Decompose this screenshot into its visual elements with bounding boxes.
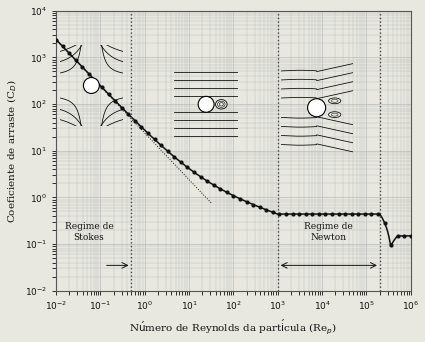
Point: [243, 199, 250, 205]
Point: [329, 211, 335, 217]
Point: [269, 210, 276, 215]
X-axis label: N$\acute{\rm u}$mero de Reynolds da part$\acute{\rm i}$cula (Re$_p$): N$\acute{\rm u}$mero de Reynolds da part…: [129, 318, 337, 337]
Point: [309, 211, 316, 217]
Point: [302, 211, 309, 217]
Point: [178, 159, 184, 165]
Point: [204, 178, 210, 184]
Point: [164, 148, 171, 154]
Point: [315, 211, 322, 217]
Point: [151, 137, 158, 142]
Point: [92, 78, 99, 83]
Point: [53, 37, 60, 42]
Circle shape: [308, 99, 326, 117]
Point: [230, 193, 237, 198]
Point: [263, 207, 270, 212]
Point: [105, 91, 112, 97]
Point: [99, 85, 105, 90]
Point: [361, 211, 368, 217]
Point: [335, 211, 342, 217]
Point: [289, 211, 296, 217]
Point: [283, 211, 289, 217]
Point: [125, 111, 132, 117]
Point: [250, 202, 257, 207]
Point: [85, 71, 92, 77]
Point: [59, 44, 66, 49]
Point: [296, 211, 303, 217]
Point: [158, 143, 164, 148]
Point: [342, 211, 348, 217]
Point: [394, 233, 401, 239]
Circle shape: [198, 96, 214, 112]
Point: [66, 51, 73, 56]
Point: [197, 174, 204, 180]
Point: [112, 98, 119, 104]
Point: [237, 196, 244, 201]
Text: Regime de
Stokes: Regime de Stokes: [65, 223, 113, 242]
Point: [72, 57, 79, 63]
Point: [348, 211, 355, 217]
Point: [276, 211, 283, 217]
Point: [381, 220, 388, 225]
Point: [322, 211, 329, 217]
Text: Regime de
Newton: Regime de Newton: [304, 223, 353, 242]
Circle shape: [83, 78, 99, 93]
Point: [171, 154, 178, 160]
Point: [256, 205, 263, 210]
Point: [138, 124, 145, 130]
Point: [408, 233, 414, 239]
Point: [368, 211, 375, 217]
Point: [401, 233, 408, 239]
Point: [131, 118, 138, 123]
Point: [355, 211, 362, 217]
Ellipse shape: [329, 98, 341, 104]
Point: [374, 211, 381, 217]
Y-axis label: Coeficiente de arraste (C$_D$): Coeficiente de arraste (C$_D$): [6, 79, 19, 223]
Point: [210, 182, 217, 188]
Point: [118, 105, 125, 110]
Point: [144, 131, 151, 136]
Point: [191, 169, 198, 175]
Point: [184, 165, 191, 170]
Point: [79, 64, 86, 70]
Ellipse shape: [329, 112, 341, 118]
Point: [388, 242, 394, 248]
Ellipse shape: [215, 100, 227, 109]
Point: [217, 186, 224, 192]
Point: [224, 189, 230, 195]
